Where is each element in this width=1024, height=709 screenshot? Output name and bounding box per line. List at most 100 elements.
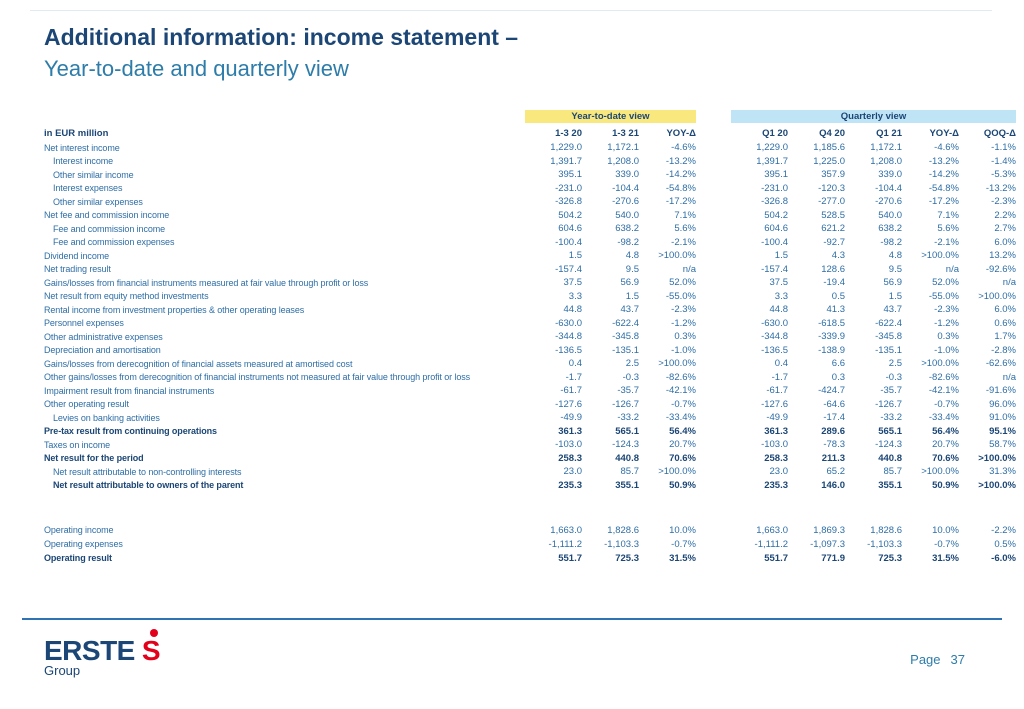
cell-value: 355.1 [878,479,902,491]
table-row: Other administrative expenses -344.8 -34… [44,330,1016,344]
cell-value: 6.6 [831,358,845,370]
cell-value: -622.4 [875,317,902,329]
table-row: Taxes on income -103.0 -124.3 20.7% -103… [44,438,1016,452]
cell-value: 1,869.3 [813,524,845,536]
cell-value: -126.7 [875,398,902,410]
cell-value: -0.7% [671,398,696,410]
cell-value: 43.7 [620,304,640,316]
cell-value: 85.7 [620,466,640,478]
cell-value: -345.8 [612,331,639,343]
view-band-row: Year-to-date view Quarterly view [44,110,1016,123]
cell-value: -2.1% [671,236,696,248]
cell-value: -1,103.3 [867,538,902,550]
cell-value: 41.3 [826,304,846,316]
cell-value: -424.7 [818,385,845,397]
cell-value: 1,828.6 [870,524,902,536]
table-row: Other operating result -127.6 -126.7 -0.… [44,398,1016,412]
cell-value: >100.0% [978,479,1016,491]
cell-value: 440.8 [615,452,639,464]
table-row: Gains/losses from financial instruments … [44,276,1016,290]
cell-value: -42.1% [665,385,696,397]
table-row: Fee and commission expenses -100.4 -98.2… [44,236,1016,250]
cell-value: 638.2 [878,223,902,235]
cell-value: 339.0 [615,169,639,181]
cell-value: 0.4 [774,358,788,370]
row-label: Net result for the period [44,453,144,464]
cell-value: 58.7% [989,439,1016,451]
row-label: Other similar expenses [53,196,143,207]
cell-value: 1,172.1 [870,142,902,154]
cell-value: >100.0% [658,466,696,478]
cell-value: 56.4% [932,425,959,437]
row-label: Fee and commission income [53,223,166,234]
row-label: Net result attributable to owners of the… [53,480,244,491]
cell-value: 52.0% [932,277,959,289]
cell-value: -64.6 [823,398,845,410]
cell-value: 638.2 [615,223,639,235]
cell-value: 604.6 [558,223,582,235]
table-row: Gains/losses from derecognition of finan… [44,357,1016,371]
table-row: Net fee and commission income 504.2 540.… [44,209,1016,223]
cell-value: 6.0% [994,236,1016,248]
cell-value: 504.2 [558,209,582,221]
cell-value: -1,097.3 [810,538,845,550]
cell-value: -630.0 [761,317,788,329]
cell-value: 565.1 [878,425,902,437]
cell-value: 528.5 [821,209,845,221]
cell-value: 70.6% [669,452,696,464]
cell-value: -103.0 [761,439,788,451]
row-label: Operating income [44,525,114,535]
cell-value: 10.0% [669,524,696,536]
cell-value: 5.6% [674,223,696,235]
cell-value: 604.6 [764,223,788,235]
quarterly-view-header: Quarterly view [731,110,1016,123]
cell-value: 7.1% [674,209,696,221]
table-row: Operating result 551.7 725.3 31.5% 551.7… [44,551,1016,565]
row-label: Impairment result from financial instrum… [44,385,215,396]
cell-value: 621.2 [821,223,845,235]
cell-value: 31.5% [932,552,959,564]
cell-value: 361.3 [558,425,582,437]
cell-value: -138.9 [818,344,845,356]
cell-value: -17.4 [823,412,845,424]
footer-divider [22,618,1002,620]
table-row: Net result attributable to owners of the… [44,479,1016,493]
cell-value: 258.3 [764,452,788,464]
cell-value: -339.9 [818,331,845,343]
column-header-yoy: YOY-Δ [929,127,959,139]
cell-value: -55.0% [665,290,696,302]
cell-value: >100.0% [658,250,696,262]
cell-value: -2.3% [934,304,959,316]
row-label: Interest income [53,156,114,167]
column-header-q1-20: Q1 20 [762,127,788,139]
table-row: Net trading result -157.4 9.5 n/a -157.4… [44,263,1016,277]
cell-value: -13.2% [665,155,696,167]
cell-value: 1,663.0 [550,524,582,536]
row-label: Operating result [44,553,112,563]
cell-value: -62.6% [985,358,1016,370]
cell-value: 1,828.6 [607,524,639,536]
row-label: Interest expenses [53,183,123,194]
cell-value: 1.5 [625,290,639,302]
cell-value: 9.5 [625,263,639,275]
cell-value: 3.3 [774,290,788,302]
cell-value: -33.2 [617,412,639,424]
cell-value: >100.0% [658,358,696,370]
cell-value: 23.0 [769,466,789,478]
cell-value: -2.2% [991,524,1016,536]
cell-value: 1.5 [888,290,902,302]
cell-value: -0.3 [885,371,902,383]
cell-value: 85.7 [883,466,903,478]
cell-value: 565.1 [615,425,639,437]
cell-value: 355.1 [615,479,639,491]
cell-value: -0.3 [622,371,639,383]
cell-value: -91.6% [985,385,1016,397]
cell-value: -630.0 [555,317,582,329]
table-body-main: Net interest income 1,229.0 1,172.1 -4.6… [44,141,1016,492]
table-row: Net result for the period 258.3 440.8 70… [44,452,1016,466]
cell-value: 258.3 [558,452,582,464]
cell-value: -13.2% [985,182,1016,194]
cell-value: -104.4 [612,182,639,194]
cell-value: -270.6 [612,196,639,208]
